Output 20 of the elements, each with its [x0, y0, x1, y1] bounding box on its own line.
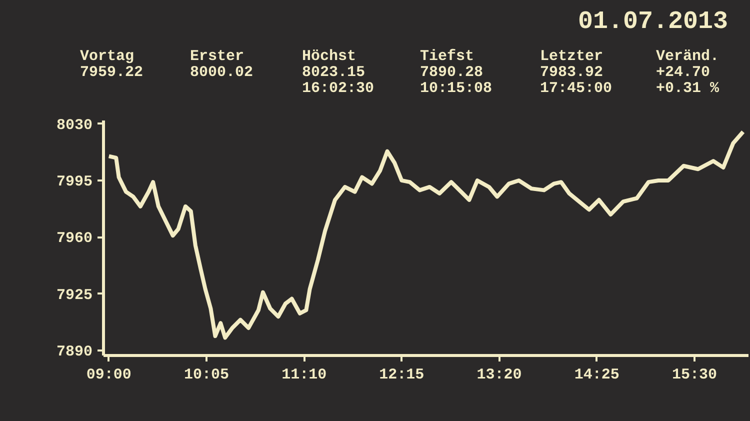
x-tick-label: 15:30	[672, 366, 717, 384]
y-tick-label: 7925	[56, 286, 93, 304]
x-tick-label: 11:10	[282, 366, 327, 384]
line-series	[106, 130, 746, 340]
x-tick-label: 14:25	[574, 366, 620, 384]
text: Veränd. +24.70 +0.31 %	[656, 47, 720, 99]
chart-title: 01.07.2013	[578, 6, 728, 38]
x-tick-label: 10:05	[184, 366, 230, 384]
x-tick-label: 12:15	[379, 366, 424, 384]
x-tick-label: 09:00	[86, 366, 132, 384]
text: Höchst 8023.15 16:02:30	[302, 47, 374, 99]
text: Erster 8000.02	[190, 47, 254, 83]
text: Letzter 7983.92 17:45:00	[540, 47, 612, 99]
y-tick-label: 7995	[56, 173, 93, 190]
text: Vortag 7959.22	[80, 47, 144, 83]
x-tick-label: 13:20	[476, 366, 522, 384]
y-tick-label: 7890	[56, 344, 93, 361]
y-tick-label: 7960	[56, 230, 93, 248]
text: Tiefst 7890.28 10:15:08	[420, 47, 492, 99]
y-tick-label: 8030	[56, 116, 93, 134]
